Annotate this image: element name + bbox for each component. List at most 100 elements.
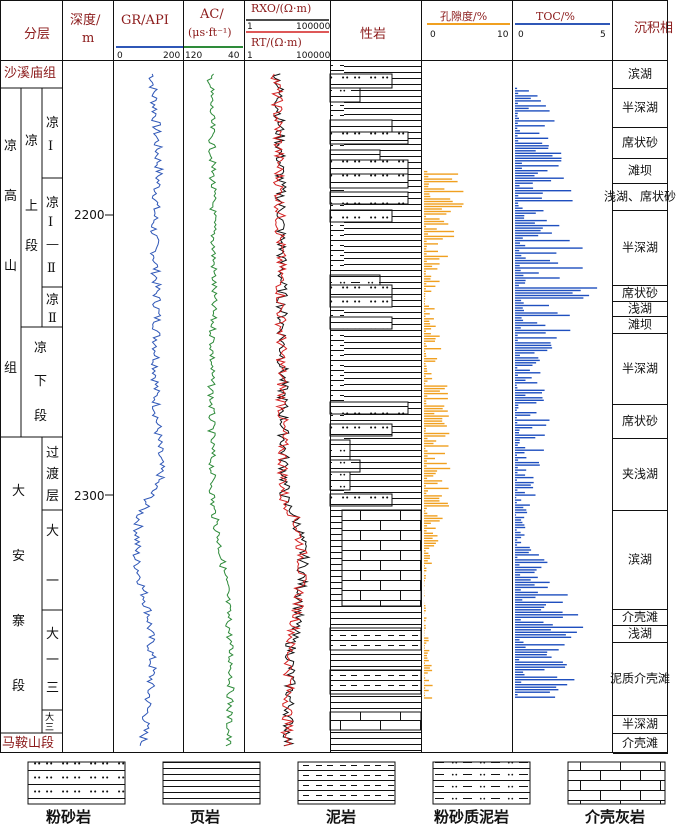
bar-porosity_pct xyxy=(424,667,430,669)
bar-porosity_pct xyxy=(424,517,443,520)
bar-porosity_pct xyxy=(424,565,425,567)
bar-toc_pct xyxy=(515,387,518,389)
da13-char-2: 一 xyxy=(46,653,59,668)
bar-toc_pct xyxy=(515,187,534,189)
bar-toc_pct xyxy=(515,205,519,207)
bar-toc_pct xyxy=(515,539,518,541)
bar-porosity_pct xyxy=(424,320,430,322)
bar-porosity_pct xyxy=(424,617,427,619)
bar-porosity_pct xyxy=(424,313,430,315)
bar-toc_pct xyxy=(515,466,518,469)
bar-porosity_pct xyxy=(424,515,438,517)
bar-porosity_pct xyxy=(424,315,426,317)
bar-porosity_pct xyxy=(424,649,430,652)
bar-toc_pct xyxy=(515,147,549,149)
bar-toc_pct xyxy=(515,464,540,466)
bar-toc_pct xyxy=(515,272,539,274)
bar-toc_pct xyxy=(515,110,550,112)
bar-porosity_pct xyxy=(424,437,428,440)
bar-toc_pct xyxy=(515,249,520,252)
bar-porosity_pct xyxy=(424,644,425,647)
bar-porosity_pct xyxy=(424,215,427,218)
da3-char-2: 三 xyxy=(45,723,54,733)
bar-toc_pct xyxy=(515,471,518,474)
bar-toc_pct xyxy=(515,646,526,648)
bar-toc_pct xyxy=(515,317,522,319)
bar-porosity_pct xyxy=(424,495,442,497)
bar-toc_pct xyxy=(515,234,539,237)
bar-porosity_pct xyxy=(424,629,425,632)
bar-toc_pct xyxy=(515,684,568,686)
bar-toc_pct xyxy=(515,424,547,426)
bar-porosity_pct xyxy=(424,527,436,529)
lith-mud-bed xyxy=(329,627,422,651)
lith-siltmud-bed xyxy=(329,274,381,286)
bar-toc_pct xyxy=(515,322,538,324)
bar-toc_pct xyxy=(515,636,572,638)
bar-porosity_pct xyxy=(424,682,425,684)
lith-silt-bed xyxy=(329,149,381,161)
legend-label-siltstone: 粉砂岩 xyxy=(46,808,91,826)
bar-porosity_pct xyxy=(424,659,429,662)
bar-porosity_pct xyxy=(424,310,426,312)
bar-porosity_pct xyxy=(424,595,425,597)
bar-toc_pct xyxy=(515,666,566,668)
bar-porosity_pct xyxy=(424,577,426,579)
bar-porosity_pct xyxy=(424,619,426,622)
bar-toc_pct xyxy=(515,686,557,688)
bar-toc_pct xyxy=(515,329,571,332)
bar-toc_pct xyxy=(515,556,518,559)
bar-porosity_pct xyxy=(424,575,426,577)
env-label: 泥质介壳滩 xyxy=(610,672,670,686)
lithology-column xyxy=(329,60,422,753)
bar-toc_pct xyxy=(515,544,518,546)
env-label: 夹浅湖 xyxy=(622,466,658,481)
bar-toc_pct xyxy=(515,307,523,309)
bar-porosity_pct xyxy=(424,385,448,387)
lith-silt-bed xyxy=(329,131,409,145)
bar-porosity_pct xyxy=(424,687,426,689)
bar-toc_pct xyxy=(515,531,521,534)
bar-porosity_pct xyxy=(424,208,442,210)
bar-porosity_pct xyxy=(424,288,426,290)
env-label: 半深湖 xyxy=(622,361,658,376)
bar-porosity_pct xyxy=(424,467,451,470)
bar-toc_pct xyxy=(515,182,533,184)
sub-l1-a: 凉 xyxy=(46,116,59,131)
bar-porosity_pct xyxy=(424,175,429,178)
bar-porosity_pct xyxy=(424,323,431,325)
bar-toc_pct xyxy=(515,224,560,227)
bar-porosity_pct xyxy=(424,410,448,412)
upper-member-char-1: 上 xyxy=(25,199,38,214)
bar-toc_pct xyxy=(515,227,543,229)
bar-porosity_pct xyxy=(424,370,428,372)
bar-porosity_pct xyxy=(424,233,428,235)
bar-porosity_pct xyxy=(424,470,438,472)
bar-toc_pct xyxy=(515,599,523,601)
bar-toc_pct xyxy=(515,629,551,631)
bar-toc_pct xyxy=(515,190,572,192)
bar-toc_pct xyxy=(515,222,535,224)
bar-toc_pct xyxy=(515,180,552,182)
legend-swatch-silty-mudstone xyxy=(432,761,531,805)
bar-toc_pct xyxy=(515,591,538,594)
bar-toc_pct xyxy=(515,399,544,401)
bar-toc_pct xyxy=(515,239,570,242)
depth-tick-2300: 2300 xyxy=(74,489,105,503)
bar-porosity_pct xyxy=(424,228,437,230)
bar-toc_pct xyxy=(515,561,548,564)
bar-toc_pct xyxy=(515,242,520,244)
bar-porosity_pct xyxy=(424,642,427,644)
bar-porosity_pct xyxy=(424,338,436,340)
bar-porosity_pct xyxy=(424,265,433,268)
bar-porosity_pct xyxy=(424,460,427,462)
legend-label-shale: 页岩 xyxy=(190,808,220,826)
bar-porosity_pct xyxy=(424,360,436,362)
bar-porosity_pct xyxy=(424,402,427,405)
bar-toc_pct xyxy=(515,412,537,414)
bar-toc_pct xyxy=(515,202,519,204)
bar-porosity_pct xyxy=(424,560,428,562)
bar-toc_pct xyxy=(515,105,546,107)
bar-toc_pct xyxy=(515,419,550,421)
rxo-min: 1 xyxy=(247,22,253,32)
